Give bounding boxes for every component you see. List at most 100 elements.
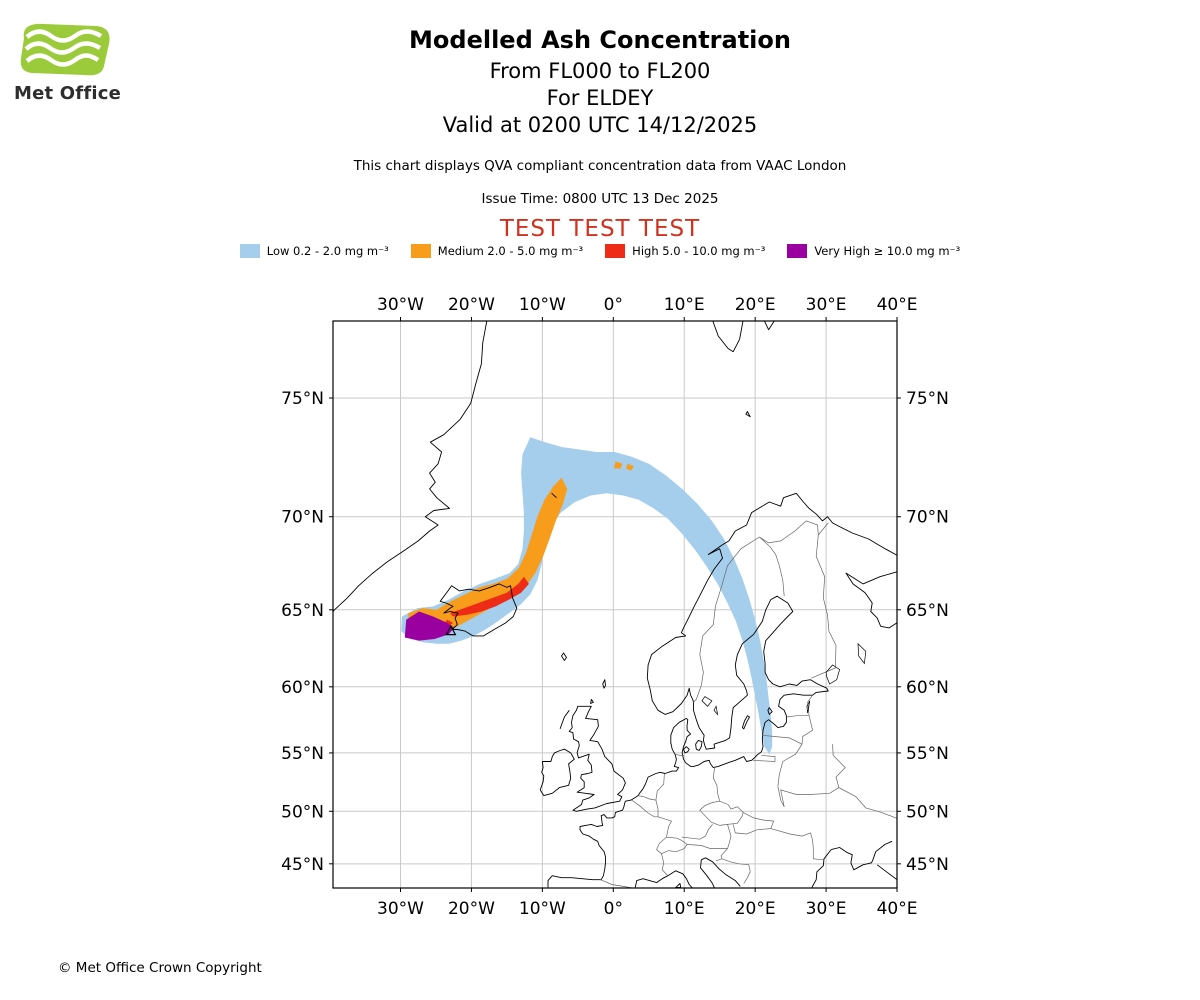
lat-label-right: 50°N bbox=[906, 802, 949, 822]
coastline-black-sea-east bbox=[876, 864, 897, 881]
test-banner: TEST TEST TEST bbox=[499, 216, 701, 242]
page-title: Modelled Ash Concentration bbox=[409, 26, 791, 54]
legend-label-high: High 5.0 - 10.0 mg m⁻³ bbox=[632, 244, 766, 258]
coastline-greenland bbox=[333, 321, 488, 613]
country-border bbox=[752, 759, 776, 762]
country-border bbox=[759, 520, 819, 544]
country-border bbox=[759, 536, 785, 597]
country-border bbox=[782, 715, 813, 762]
country-border bbox=[770, 828, 824, 861]
lat-label-right: 45°N bbox=[906, 855, 949, 875]
country-border bbox=[762, 734, 803, 745]
coastline-zealand bbox=[695, 739, 703, 751]
country-border bbox=[600, 879, 636, 888]
coastline-italy-west bbox=[667, 870, 693, 888]
coastline-jan-mayen bbox=[551, 492, 557, 499]
lon-label-bottom: 0° bbox=[604, 899, 623, 919]
legend-item-very-high: Very High ≥ 10.0 mg m⁻³ bbox=[787, 244, 960, 258]
coastline-svalbard-east bbox=[763, 321, 775, 331]
chart-header: Modelled Ash Concentration From FL000 to… bbox=[0, 26, 1200, 242]
lat-label-left: 55°N bbox=[281, 744, 324, 764]
lat-label-right: 70°N bbox=[906, 508, 949, 528]
country-border bbox=[638, 795, 656, 801]
lon-label-top: 30°W bbox=[377, 295, 424, 315]
met-office-logo-graphic bbox=[20, 23, 110, 76]
lon-label-bottom: 20°W bbox=[448, 899, 495, 919]
lat-label-left: 75°N bbox=[281, 389, 324, 409]
legend-swatch-high bbox=[605, 244, 626, 258]
lon-label-bottom: 20°E bbox=[735, 899, 776, 919]
logo-green-shape bbox=[20, 23, 110, 76]
lon-label-bottom: 10°W bbox=[519, 899, 566, 919]
country-border bbox=[654, 800, 659, 818]
lat-label-left: 65°N bbox=[281, 601, 324, 621]
ash-plume-very_high bbox=[404, 611, 455, 641]
country-border bbox=[761, 755, 776, 762]
coastline-italy-east bbox=[700, 857, 716, 888]
coastline-gotland bbox=[741, 715, 750, 730]
legend-swatch-medium bbox=[410, 244, 431, 258]
coastline-white-sea bbox=[845, 571, 897, 629]
country-border bbox=[674, 753, 685, 756]
lat-label-right: 65°N bbox=[906, 601, 949, 621]
coastline-orkney bbox=[590, 698, 594, 704]
legend-label-very-high: Very High ≥ 10.0 mg m⁻³ bbox=[814, 244, 961, 258]
lon-label-top: 20°E bbox=[735, 295, 776, 315]
lon-label-top: 40°E bbox=[877, 295, 918, 315]
country-border bbox=[732, 824, 771, 835]
lon-label-bottom: 10°E bbox=[664, 899, 705, 919]
coastline-funen bbox=[683, 746, 690, 754]
country-border bbox=[780, 787, 840, 807]
legend-label-low: Low 0.2 - 2.0 mg m⁻³ bbox=[266, 244, 389, 258]
subtitle-flight-levels: From FL000 to FL200 bbox=[489, 59, 711, 83]
lon-label-bottom: 30°W bbox=[377, 899, 424, 919]
legend-item-high: High 5.0 - 10.0 mg m⁻³ bbox=[605, 244, 765, 258]
coastline-ireland bbox=[539, 748, 575, 797]
legend-label-medium: Medium 2.0 - 5.0 mg m⁻³ bbox=[437, 244, 584, 258]
map-frame bbox=[332, 320, 898, 889]
coastline-iceland bbox=[439, 583, 518, 637]
coastline-france-med bbox=[634, 875, 669, 888]
lat-label-right: 60°N bbox=[906, 678, 949, 698]
country-border bbox=[661, 853, 669, 876]
country-border bbox=[721, 858, 751, 884]
lat-label-left: 60°N bbox=[281, 678, 324, 698]
country-border bbox=[818, 522, 829, 536]
subtitle-volcano: For ELDEY bbox=[546, 86, 654, 110]
country-border bbox=[631, 799, 655, 818]
copyright-notice: © Met Office Crown Copyright bbox=[58, 960, 262, 976]
met-office-logo: Met Office bbox=[14, 20, 144, 104]
lat-label-right: 55°N bbox=[906, 744, 949, 764]
coastline-saaremaa bbox=[767, 707, 773, 715]
legend: Low 0.2 - 2.0 mg m⁻³ Medium 2.0 - 5.0 mg… bbox=[0, 244, 1200, 258]
legend-swatch-very-high bbox=[787, 244, 808, 258]
country-border bbox=[811, 534, 837, 679]
legend-item-low: Low 0.2 - 2.0 mg m⁻³ bbox=[239, 244, 389, 258]
legend-item-medium: Medium 2.0 - 5.0 mg m⁻³ bbox=[410, 244, 584, 258]
country-border bbox=[715, 848, 728, 862]
country-border bbox=[693, 536, 760, 703]
coastline-adriatic-east bbox=[705, 857, 741, 887]
country-border bbox=[657, 816, 673, 838]
lon-label-top: 30°E bbox=[806, 295, 847, 315]
lake-outline bbox=[806, 700, 811, 714]
map-content bbox=[333, 321, 897, 888]
coastline-faroe bbox=[561, 652, 567, 661]
lat-label-left: 50°N bbox=[281, 802, 324, 822]
qva-description: This chart displays QVA compliant concen… bbox=[353, 158, 847, 174]
ash-plume-medium bbox=[626, 463, 634, 471]
country-border bbox=[742, 812, 775, 829]
lake-outline bbox=[701, 696, 713, 707]
coastline-black-sea-west bbox=[811, 849, 832, 888]
lake-outline bbox=[713, 705, 719, 716]
coastline-great-britain bbox=[568, 705, 626, 812]
lat-label-right: 75°N bbox=[906, 389, 949, 409]
country-border bbox=[687, 824, 732, 849]
lon-label-top: 20°W bbox=[448, 295, 495, 315]
country-border bbox=[777, 761, 785, 807]
volcano-marker bbox=[445, 624, 457, 636]
country-border bbox=[699, 800, 744, 826]
country-border bbox=[786, 715, 810, 718]
lake-outline bbox=[857, 642, 867, 665]
